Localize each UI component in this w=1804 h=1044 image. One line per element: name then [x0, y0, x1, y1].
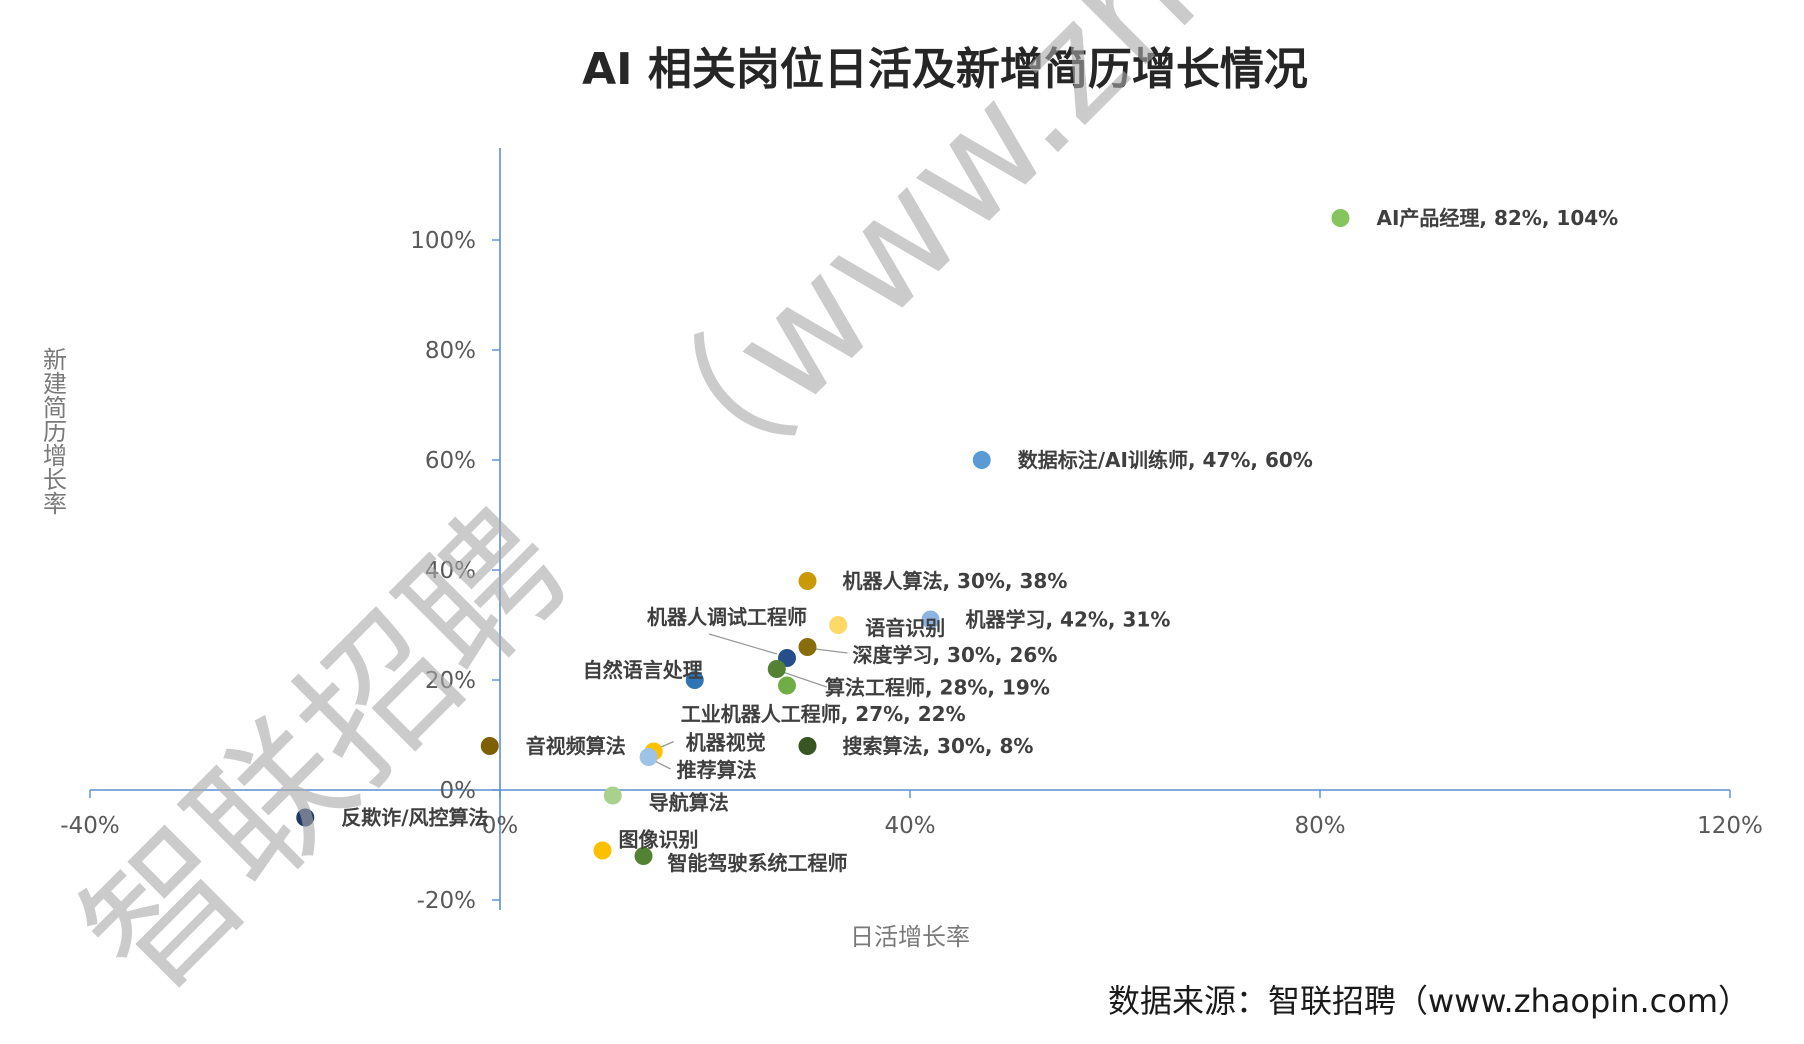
data-point — [778, 676, 796, 695]
data-label: 算法工程师, 28%, 19% — [825, 676, 1050, 700]
x-tick-label: 120% — [1697, 813, 1763, 839]
data-point — [639, 748, 658, 766]
x-tick-label: 40% — [884, 813, 935, 839]
data-label: 深度学习, 30%, 26% — [853, 643, 1058, 667]
data-label: 自然语言处理 — [583, 658, 703, 682]
data-label: AI产品经理, 82%, 104% — [1377, 206, 1619, 230]
y-axis-label: 新建简历增长率 — [43, 346, 67, 518]
data-point — [1331, 209, 1350, 227]
data-label: 机器人算法, 30%, 38% — [843, 569, 1068, 593]
data-point — [798, 737, 817, 755]
data-point — [829, 616, 848, 634]
data-point — [921, 610, 940, 629]
data-points — [296, 209, 1350, 865]
data-label: 语音识别 — [865, 616, 945, 640]
data-label: 机器人调试工程师 — [647, 605, 807, 629]
y-tick-label: 20% — [425, 668, 476, 694]
data-label: 数据标注/AI训练师, 47%, 60% — [1018, 448, 1313, 472]
data-label: 导航算法 — [649, 791, 729, 815]
data-label: 工业机器人工程师, 27%, 22% — [681, 702, 966, 726]
data-point — [798, 638, 817, 656]
data-point — [603, 786, 622, 805]
data-label: 搜索算法, 30%, 8% — [843, 734, 1034, 758]
data-point — [767, 660, 786, 678]
x-tick-label: -40% — [60, 813, 119, 839]
y-tick-label: -20% — [417, 888, 476, 914]
watermark-brand: 智联招聘 — [52, 478, 599, 1025]
data-point — [593, 841, 612, 860]
data-point — [798, 572, 817, 590]
leader-line — [654, 760, 671, 770]
data-label: 图像识别 — [619, 828, 699, 852]
data-label: 推荐算法 — [677, 758, 757, 782]
data-point — [685, 671, 704, 689]
data-point — [972, 451, 991, 469]
x-tick-label: 0% — [482, 813, 519, 839]
leader-line — [815, 648, 848, 654]
x-axis-label: 日活增长率 — [850, 923, 970, 951]
y-tick-label: 100% — [410, 228, 476, 254]
x-axis-ticks: -40% 0% 40% 80% 120% — [60, 790, 1763, 839]
chart-title: AI 相关岗位日活及新增简历增长情况 — [582, 44, 1308, 95]
y-axis-ticks: -20% 0% 20% 40% 60% 80% 100% — [410, 228, 500, 914]
leader-line — [708, 633, 778, 655]
data-point — [634, 847, 653, 865]
y-tick-label: 0% — [440, 778, 477, 804]
data-label: 智能驾驶系统工程师 — [668, 851, 848, 875]
y-tick-label: 80% — [425, 338, 476, 364]
y-tick-label: 40% — [425, 558, 476, 584]
leader-line — [782, 671, 827, 688]
data-label: 机器学习, 42%, 31% — [966, 608, 1171, 632]
data-label: 反欺诈/风控算法 — [341, 806, 488, 830]
data-label: 音视频算法 — [526, 734, 626, 758]
source-note: 数据来源：智联招聘（www.zhaopin.com） — [1108, 982, 1750, 1020]
y-tick-label: 60% — [425, 448, 476, 474]
data-labels: AI产品经理, 82%, 104% 数据标注/AI训练师, 47%, 60% 机器人… — [341, 206, 1618, 875]
x-tick-label: 80% — [1294, 813, 1345, 839]
data-point — [480, 737, 499, 755]
data-label: 机器视觉 — [686, 731, 766, 755]
data-point — [296, 808, 315, 827]
